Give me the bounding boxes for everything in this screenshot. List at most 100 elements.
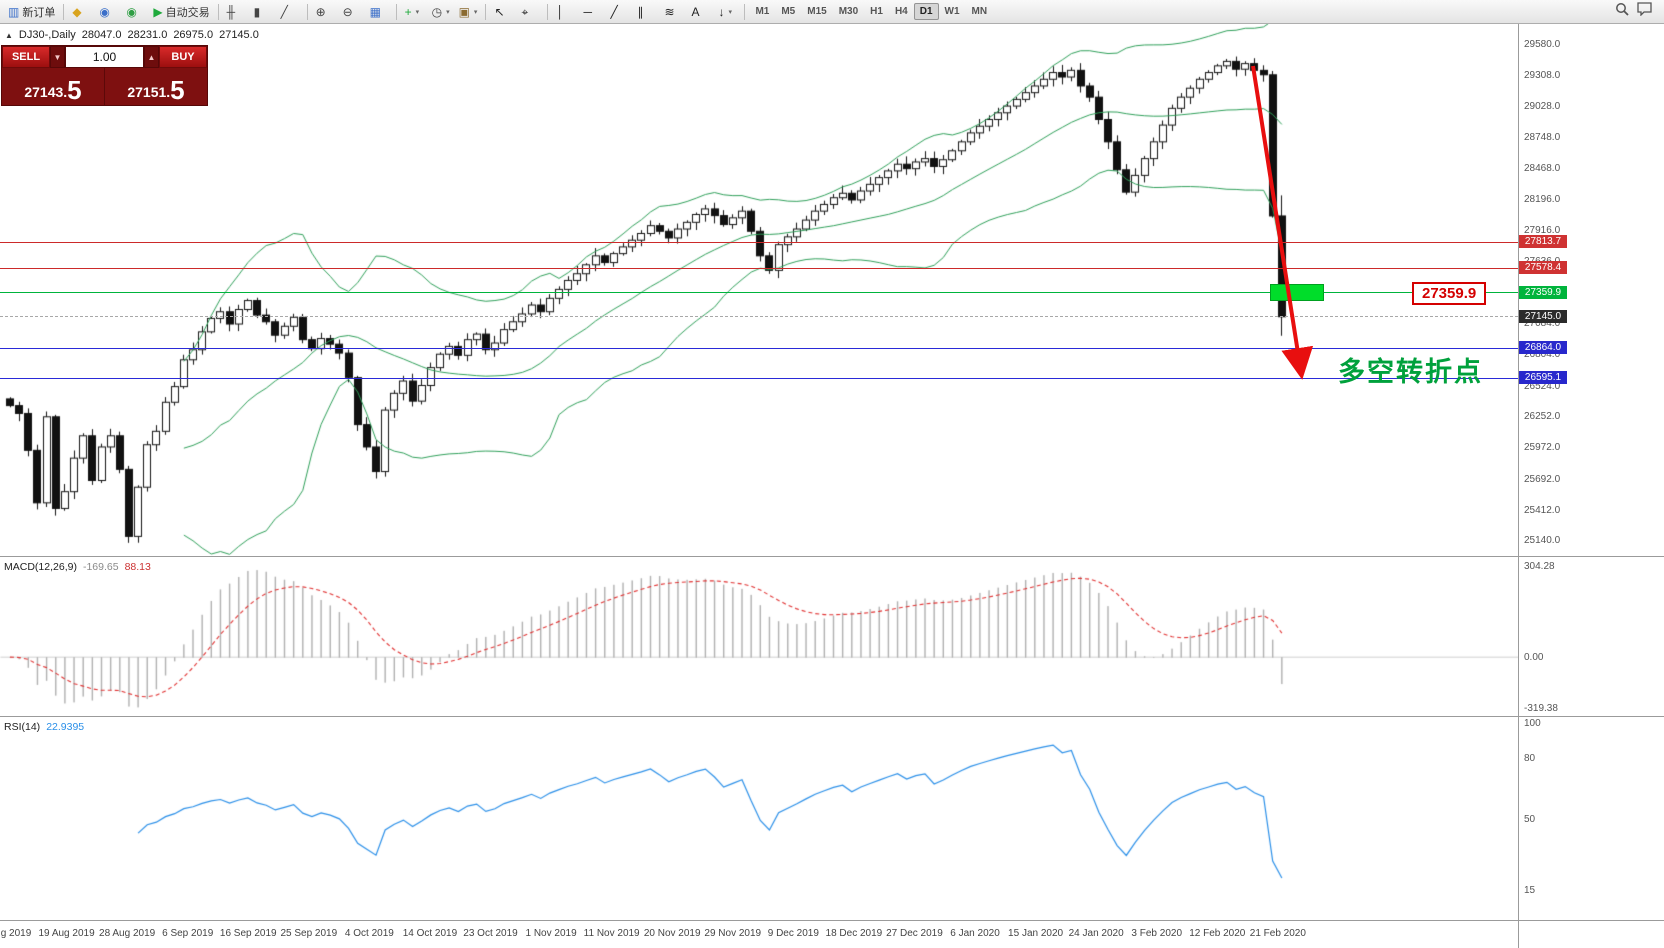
lot-increase-button[interactable]: ▲	[144, 46, 159, 68]
market-watch-button[interactable]: ◆	[68, 1, 94, 23]
lot-decrease-button[interactable]: ▼	[50, 46, 65, 68]
date-axis-label: 18 Dec 2019	[825, 928, 883, 939]
channel-button[interactable]: ∥	[633, 1, 659, 23]
date-axis-label: 9 Dec 2019	[767, 928, 819, 939]
sell-button[interactable]: SELL	[2, 46, 50, 68]
market-watch-icon: ◆	[72, 4, 82, 19]
trendline-button[interactable]: ╱	[606, 1, 632, 23]
price-level-callout[interactable]: 27359.9	[1412, 282, 1487, 305]
rsi-name: RSI(14)	[4, 721, 41, 733]
candles-chart-button[interactable]: ▮	[250, 1, 276, 23]
indicators-button[interactable]: + ▾	[401, 1, 427, 23]
trendline-icon: ╱	[610, 4, 618, 19]
price-tag: 26864.0	[1519, 341, 1567, 355]
crosshair-button[interactable]: ⌖	[517, 1, 543, 23]
timeframe-d1[interactable]: D1	[913, 3, 939, 20]
toolbar-button-group: ▥ 新订单 ◆ ◉ ◉ ▶ 自动交易 ╫ ▮ ╱ ⊕ ⊖ ▦ + ▾ ◷ ▾ ▣ ▾ ↖ ⌖ │ ─ ╱ ∥ ≋ A ↓ ▾	[4, 1, 748, 23]
horizontal-level-line[interactable]	[0, 241, 1518, 243]
tile-windows-icon: ▦	[369, 4, 381, 19]
line-chart-button[interactable]: ╱	[277, 1, 303, 23]
chat-icon[interactable]	[1637, 2, 1652, 21]
timeframe-m5[interactable]: M5	[781, 6, 796, 17]
buy-price-display[interactable]: 27151. 5	[105, 68, 207, 105]
zoom-in-button[interactable]: ⊕	[312, 1, 338, 23]
vline-button[interactable]: │	[552, 1, 578, 23]
price-tag: 27813.7	[1519, 235, 1567, 249]
date-axis-label: 27 Dec 2019	[886, 928, 943, 939]
period-icon: ◷	[431, 4, 443, 19]
buy-button[interactable]: BUY	[159, 46, 207, 68]
data-window-icon: ◉	[99, 4, 110, 19]
price-axis-label: 28748.0	[1524, 132, 1561, 144]
template-button[interactable]: ▣ ▾	[455, 1, 482, 23]
horizontal-level-line[interactable]	[0, 377, 1518, 379]
rsi-pane-splitter[interactable]	[0, 716, 1664, 717]
toolbar-separator	[744, 3, 746, 20]
price-tag: 26595.1	[1519, 371, 1567, 385]
new-order-button[interactable]: ▥ 新订单	[4, 1, 59, 23]
dropdown-caret-icon[interactable]: ▾	[446, 8, 450, 16]
strategy-tester-button[interactable]: ◉	[122, 1, 148, 23]
timeframe-h1[interactable]: H1	[870, 6, 883, 17]
trade-panel-toggle-icon[interactable]: ▲	[5, 30, 13, 40]
rsi-axis-label: 15	[1524, 884, 1536, 896]
macd-main-value: -169.65	[82, 561, 119, 573]
sell-price-display[interactable]: 27143. 5	[2, 68, 105, 105]
horizontal-level-line[interactable]	[0, 347, 1518, 349]
horizontal-level-line[interactable]	[0, 267, 1518, 269]
macd-pane-splitter[interactable]	[0, 556, 1664, 557]
timeframe-m15[interactable]: M15	[807, 6, 827, 17]
dropdown-caret-icon[interactable]: ▾	[728, 8, 732, 16]
date-axis-label: 24 Jan 2020	[1068, 928, 1124, 939]
arrows-button[interactable]: ↓ ▾	[714, 1, 740, 23]
dropdown-caret-icon[interactable]: ▾	[473, 8, 478, 16]
price-axis-label: 28468.0	[1524, 163, 1561, 175]
date-axis-label: 14 Oct 2019	[402, 928, 458, 939]
date-axis-label: 4 Oct 2019	[344, 928, 394, 939]
ohlc-close: 27145.0	[219, 29, 259, 41]
autotrade-icon: ▶	[153, 4, 163, 19]
indicators-icon: +	[404, 4, 412, 19]
horizontal-level-line[interactable]	[0, 292, 1518, 294]
rsi-axis-label: 100	[1524, 718, 1541, 729]
support-highlight-rect[interactable]	[1270, 284, 1324, 302]
text-button[interactable]: A	[687, 1, 713, 23]
timeframe-w1[interactable]: W1	[944, 6, 960, 17]
text-icon: A	[691, 4, 700, 19]
lot-size-input[interactable]	[65, 46, 144, 68]
template-icon: ▣	[458, 4, 470, 19]
data-window-button[interactable]: ◉	[95, 1, 121, 23]
ohlc-open: 28047.0	[81, 29, 122, 41]
zoom-out-button[interactable]: ⊖	[339, 1, 365, 23]
rsi-axis-label: 80	[1524, 752, 1536, 764]
fibonacci-button[interactable]: ≋	[660, 1, 686, 23]
symbol-period-label: DJ30-,Daily	[18, 29, 76, 41]
zoom-out-icon: ⊖	[342, 4, 353, 19]
dropdown-caret-icon[interactable]: ▾	[415, 8, 420, 16]
timeframe-m30[interactable]: M30	[838, 6, 859, 17]
price-axis-label: 25972.0	[1524, 442, 1561, 454]
timeframe-m1[interactable]: M1	[755, 6, 770, 17]
toolbar-separator	[547, 3, 549, 20]
cursor-icon: ↖	[494, 4, 505, 19]
autotrade-button[interactable]: ▶ 自动交易	[149, 1, 213, 23]
turning-point-note[interactable]: 多空转折点	[1338, 357, 1483, 387]
tile-windows-button[interactable]: ▦	[366, 1, 392, 23]
date-axis-label: 6 Sep 2019	[162, 928, 214, 939]
timeframe-h4[interactable]: H4	[894, 6, 908, 17]
rsi-pane-canvas[interactable]	[0, 717, 1518, 920]
hline-button[interactable]: ─	[579, 1, 605, 23]
rsi-indicator-label: RSI(14) 22.9395	[4, 721, 84, 733]
date-axis-label: 12 Feb 2020	[1189, 928, 1246, 939]
timeframe-mn[interactable]: MN	[971, 6, 988, 17]
ohlc-high: 28231.0	[127, 29, 168, 41]
bars-chart-button[interactable]: ╫	[223, 1, 249, 23]
macd-pane-canvas[interactable]	[0, 557, 1518, 716]
horizontal-level-line[interactable]	[0, 316, 1518, 318]
search-icon[interactable]	[1615, 2, 1629, 21]
period-button[interactable]: ◷ ▾	[428, 1, 454, 23]
macd-axis-label: -319.38	[1524, 703, 1558, 714]
cursor-button[interactable]: ↖	[490, 1, 516, 23]
arrows-icon: ↓	[718, 4, 725, 19]
main-toolbar: ▥ 新订单 ◆ ◉ ◉ ▶ 自动交易 ╫ ▮ ╱ ⊕ ⊖ ▦ + ▾ ◷ ▾ ▣ ▾ ↖ ⌖ │ ─ ╱ ∥ ≋ A ↓ ▾ M1 M5 M…	[0, 0, 1664, 24]
